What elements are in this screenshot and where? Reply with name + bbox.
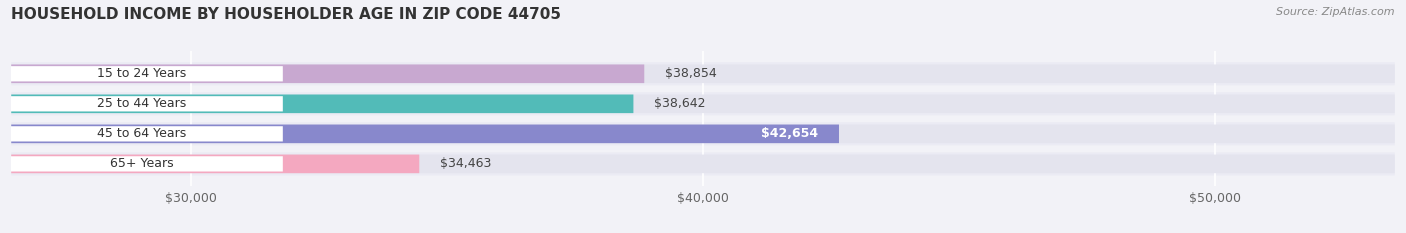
Text: 15 to 24 Years: 15 to 24 Years (97, 67, 187, 80)
FancyBboxPatch shape (1, 66, 283, 81)
FancyBboxPatch shape (11, 124, 839, 143)
Text: $38,854: $38,854 (665, 67, 717, 80)
FancyBboxPatch shape (11, 65, 644, 83)
FancyBboxPatch shape (1, 156, 283, 171)
Text: 65+ Years: 65+ Years (110, 157, 174, 170)
Text: HOUSEHOLD INCOME BY HOUSEHOLDER AGE IN ZIP CODE 44705: HOUSEHOLD INCOME BY HOUSEHOLDER AGE IN Z… (11, 7, 561, 22)
FancyBboxPatch shape (11, 95, 1395, 113)
FancyBboxPatch shape (11, 92, 1395, 115)
FancyBboxPatch shape (1, 126, 283, 141)
FancyBboxPatch shape (11, 152, 1395, 175)
FancyBboxPatch shape (11, 62, 1395, 85)
FancyBboxPatch shape (11, 124, 1395, 143)
Text: $34,463: $34,463 (440, 157, 491, 170)
FancyBboxPatch shape (11, 154, 419, 173)
FancyBboxPatch shape (11, 95, 634, 113)
FancyBboxPatch shape (11, 122, 1395, 145)
FancyBboxPatch shape (11, 154, 1395, 173)
FancyBboxPatch shape (1, 96, 283, 111)
Text: $38,642: $38,642 (654, 97, 706, 110)
FancyBboxPatch shape (11, 65, 1395, 83)
Text: 45 to 64 Years: 45 to 64 Years (97, 127, 187, 140)
Text: $42,654: $42,654 (762, 127, 818, 140)
Text: Source: ZipAtlas.com: Source: ZipAtlas.com (1277, 7, 1395, 17)
Text: 25 to 44 Years: 25 to 44 Years (97, 97, 187, 110)
